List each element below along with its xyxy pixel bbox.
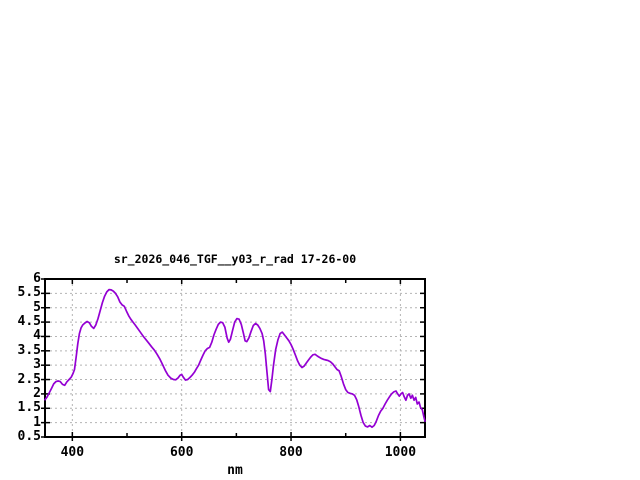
y-tick-label: 0.5 bbox=[17, 429, 41, 444]
y-tick-label: 4.5 bbox=[17, 314, 41, 330]
x-tick-label: 400 bbox=[60, 445, 85, 460]
gridlines bbox=[45, 279, 425, 437]
plot-border bbox=[44, 278, 426, 438]
x-tick-label: 1000 bbox=[384, 445, 417, 460]
x-tick-label: 800 bbox=[279, 445, 303, 460]
y-tick-label: 1.5 bbox=[17, 400, 41, 416]
x-axis-title: nm bbox=[227, 463, 243, 478]
y-tick-label: 2 bbox=[33, 385, 41, 401]
y-tick-label: 4 bbox=[33, 328, 41, 344]
x-tick-label: 600 bbox=[169, 445, 194, 460]
y-tick-label: 6 bbox=[33, 271, 41, 286]
spectral-curve bbox=[44, 288, 426, 429]
y-tick-label: 5 bbox=[33, 299, 41, 315]
axis-ticks bbox=[41, 278, 425, 441]
chart-title: sr_2026_046_TGF__y03_r_rad 17-26-00 bbox=[113, 252, 357, 266]
y-tick-label: 1 bbox=[33, 414, 41, 430]
y-tick-label: 3.5 bbox=[17, 342, 41, 358]
y-tick-label: 3 bbox=[33, 357, 41, 373]
y-tick-label: 2.5 bbox=[17, 371, 41, 387]
y-tick-label: 5.5 bbox=[17, 285, 41, 301]
